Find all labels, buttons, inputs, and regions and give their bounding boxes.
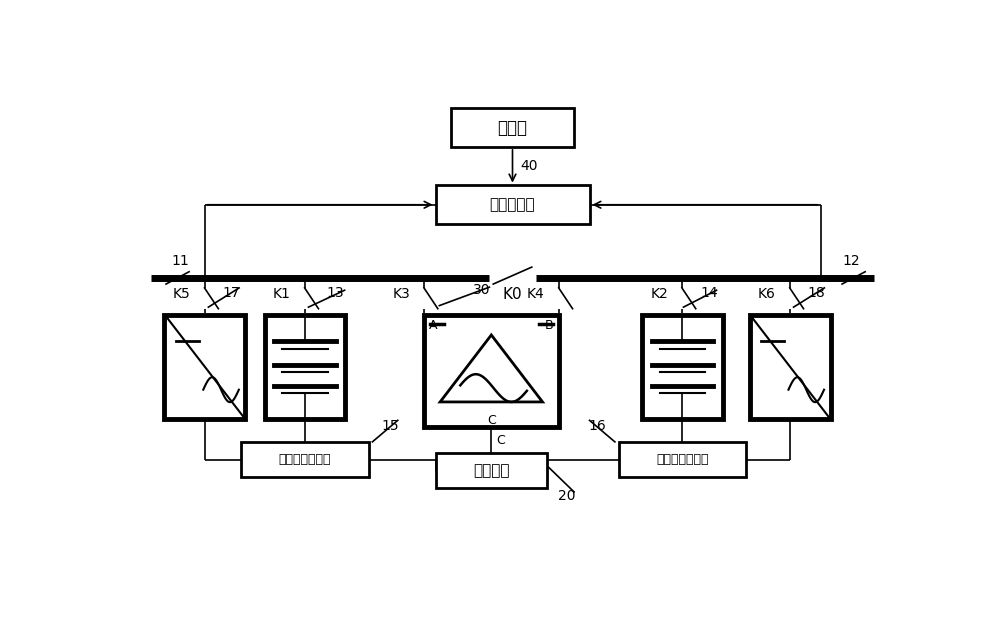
Bar <box>451 108 574 147</box>
Bar <box>265 315 345 419</box>
Text: 系统监控器: 系统监控器 <box>490 197 535 212</box>
Text: K0: K0 <box>503 287 522 303</box>
Text: 交流电网: 交流电网 <box>473 463 510 478</box>
Text: A: A <box>429 319 437 332</box>
Text: 12: 12 <box>842 254 860 268</box>
Bar <box>642 315 723 419</box>
Bar <box>619 442 746 476</box>
Text: 第一电池巡检仪: 第一电池巡检仪 <box>279 453 331 466</box>
Text: 16: 16 <box>588 419 606 433</box>
Text: K3: K3 <box>392 287 410 301</box>
Text: K1: K1 <box>273 287 291 301</box>
Bar <box>424 315 559 426</box>
Text: 40: 40 <box>521 159 538 173</box>
Text: 20: 20 <box>558 489 575 503</box>
Text: 上位机: 上位机 <box>498 119 528 137</box>
Bar <box>241 442 369 476</box>
Text: 13: 13 <box>327 287 344 300</box>
Bar <box>750 315 831 419</box>
Text: K6: K6 <box>758 287 776 301</box>
Text: K4: K4 <box>527 287 545 301</box>
Text: B: B <box>545 319 554 332</box>
Text: 11: 11 <box>171 254 189 268</box>
Text: C: C <box>487 414 496 427</box>
Text: 15: 15 <box>381 419 399 433</box>
Text: 14: 14 <box>700 287 718 300</box>
Text: 第二电池巡检仪: 第二电池巡检仪 <box>656 453 709 466</box>
Text: C: C <box>496 434 505 447</box>
Bar <box>436 453 547 488</box>
Text: 18: 18 <box>808 287 826 300</box>
Bar <box>164 315 245 419</box>
Text: K5: K5 <box>173 287 191 301</box>
Text: K2: K2 <box>650 287 668 301</box>
Text: 17: 17 <box>223 287 240 300</box>
Bar <box>436 185 590 224</box>
Text: 30: 30 <box>473 283 490 297</box>
